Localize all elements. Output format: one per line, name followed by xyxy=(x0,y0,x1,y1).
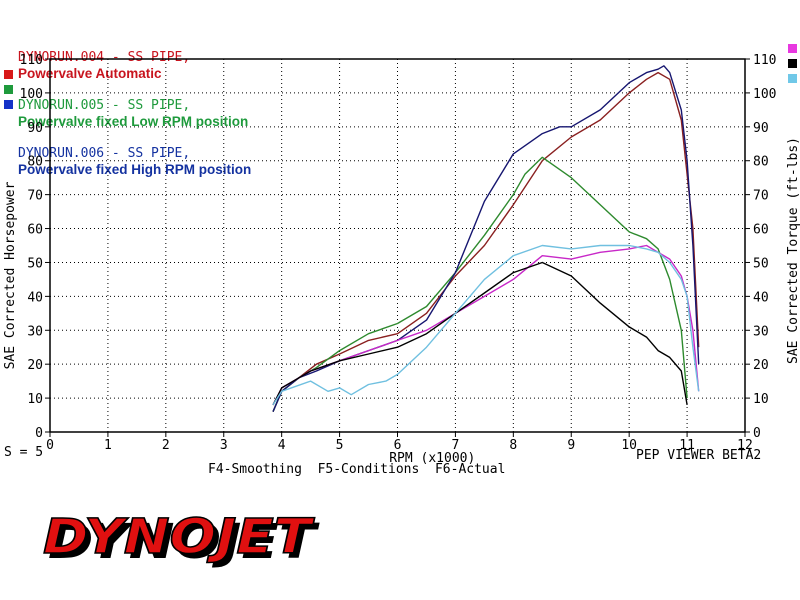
legend-swatch-right xyxy=(788,59,797,68)
series-line-torque xyxy=(272,244,700,406)
legend-entry: DYNORUN.005 - SS PIPE, Powervalve fixed … xyxy=(5,81,251,129)
legend-description: Powervalve Automatic xyxy=(18,66,162,81)
series-line-horsepower xyxy=(272,156,688,412)
x-tick-label: 4 xyxy=(278,438,286,453)
x-tick-label: 12 xyxy=(737,438,753,453)
smoothing-status: S = 5 xyxy=(4,445,44,460)
viewer-version: PEP VIEWER BETA2 xyxy=(636,448,762,463)
series-line-horsepower xyxy=(272,71,700,412)
y-tick-label-right: 60 xyxy=(753,223,769,238)
y-tick-label-left: 60 xyxy=(27,223,43,238)
series-line-horsepower xyxy=(272,65,700,412)
x-tick-label: 10 xyxy=(621,438,637,453)
series-line-torque xyxy=(272,261,688,406)
legend-description: Powervalve fixed High RPM position xyxy=(18,162,252,177)
legend-entry: DYNORUN.006 - SS PIPE, Powervalve fixed … xyxy=(5,129,251,177)
legend: DYNORUN.004 - SS PIPE, Powervalve Automa… xyxy=(5,1,251,177)
y-tick-label-right: 110 xyxy=(753,53,776,68)
y-tick-label-left: 20 xyxy=(27,358,43,373)
y-tick-label-right: 50 xyxy=(753,256,769,271)
legend-swatch-right xyxy=(788,74,797,83)
y-tick-label-right: 90 xyxy=(753,121,769,136)
legend-swatch-left xyxy=(4,100,13,109)
y-tick-label-right: 0 xyxy=(753,426,761,441)
y-tick-label-left: 40 xyxy=(27,290,43,305)
y-tick-label-right: 10 xyxy=(753,392,769,407)
logo-shadow: DYNOJET xyxy=(48,514,320,570)
legend-run-label: DYNORUN.005 - SS PIPE, xyxy=(18,98,191,113)
x-tick-label: 11 xyxy=(679,438,695,453)
y-tick-label-left: 30 xyxy=(27,324,43,339)
function-key-hints: F4-Smoothing F5-Conditions F6-Actual xyxy=(208,462,506,477)
legend-run-label: DYNORUN.006 - SS PIPE, xyxy=(18,146,191,161)
y-tick-label-left: 90 xyxy=(27,121,43,136)
x-axis-title: RPM (x1000) xyxy=(389,451,475,466)
logo-text: DYNOJET xyxy=(43,510,315,565)
y-tick-label-right: 20 xyxy=(753,358,769,373)
x-tick-label: 6 xyxy=(394,438,402,453)
y-axis-title-right: SAE Corrected Torque (ft-lbs) xyxy=(786,137,800,364)
y-tick-label-right: 40 xyxy=(753,290,769,305)
y-tick-label-left: 70 xyxy=(27,189,43,204)
legend-run-label: DYNORUN.004 - SS PIPE, xyxy=(18,50,191,65)
x-tick-label: 3 xyxy=(220,438,228,453)
dynojet-logo: DYNOJET DYNOJET xyxy=(42,510,320,570)
y-tick-label-left: 0 xyxy=(35,426,43,441)
y-tick-label-right: 80 xyxy=(753,155,769,170)
series-line-torque xyxy=(272,244,700,406)
plot-frame xyxy=(49,58,746,433)
x-tick-label: 2 xyxy=(162,438,170,453)
y-tick-label-right: 100 xyxy=(753,87,776,102)
legend-swatch-left xyxy=(4,70,13,79)
x-tick-label: 5 xyxy=(336,438,344,453)
y-tick-label-right: 70 xyxy=(753,189,769,204)
y-tick-label-left: 10 xyxy=(27,392,43,407)
x-tick-label: 0 xyxy=(46,438,54,453)
x-tick-label: 9 xyxy=(567,438,575,453)
x-tick-label: 1 xyxy=(104,438,112,453)
y-tick-label-left: 100 xyxy=(20,87,43,102)
y-tick-label-right: 30 xyxy=(753,324,769,339)
legend-description: Powervalve fixed Low RPM position xyxy=(18,114,249,129)
x-tick-label: 7 xyxy=(452,438,460,453)
x-tick-label: 8 xyxy=(509,438,517,453)
y-axis-title-left: SAE Corrected Horsepower xyxy=(3,181,18,369)
legend-swatch-right xyxy=(788,44,797,53)
legend-entry: DYNORUN.004 - SS PIPE, Powervalve Automa… xyxy=(5,33,251,81)
legend-swatch-left xyxy=(4,85,13,94)
y-tick-label-left: 110 xyxy=(20,53,43,68)
y-tick-label-left: 80 xyxy=(27,155,43,170)
y-tick-label-left: 50 xyxy=(27,256,43,271)
